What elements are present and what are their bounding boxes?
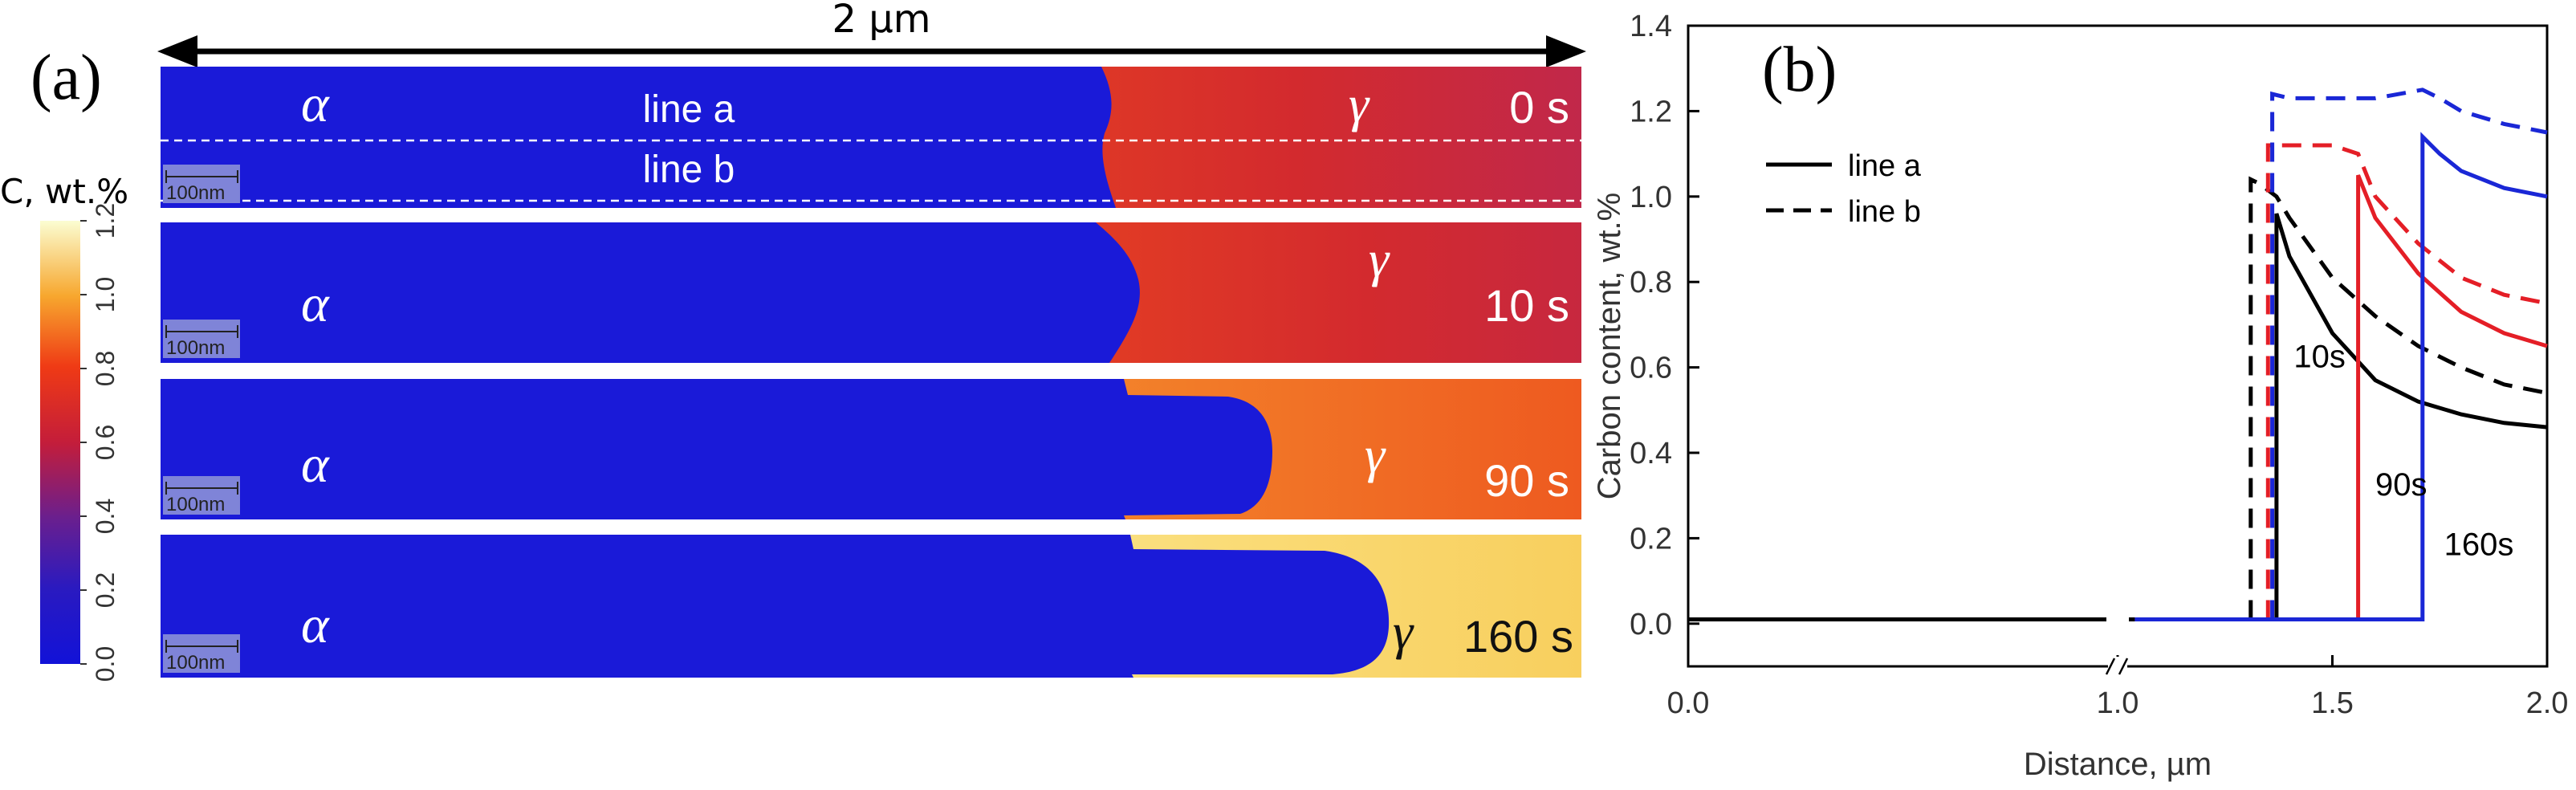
axis-break-marker bbox=[2105, 609, 2129, 676]
series-160s-line-b bbox=[2270, 88, 2548, 620]
x-tick-label: 1.5 bbox=[2311, 686, 2354, 720]
x-axis-label: Distance, µm bbox=[2024, 747, 2212, 782]
panel-b-chart: (b) 0.0 0.2 0.4 0.6 0.8 1.0 1.2 1.4 0.0 1.0 1.5 2.… bbox=[1592, 10, 2568, 782]
y-tick-label: 0.0 bbox=[1630, 608, 1672, 641]
panel-a: (a) 2 µm C, wt.% 0.0 0.2 0.4 0.6 0.8 1.0 1.2 l… bbox=[0, 0, 1586, 682]
x-tick-label: 0.0 bbox=[1667, 686, 1710, 720]
y-tick-label: 0.8 bbox=[1630, 266, 1672, 299]
time-label-0s: 0 s bbox=[1509, 82, 1569, 132]
x-tick-label: 1.0 bbox=[2097, 686, 2139, 720]
colorbar-tick-label: 0.2 bbox=[91, 572, 120, 608]
time-label-10s: 10 s bbox=[1484, 280, 1569, 331]
colorbar-tick-label: 1.2 bbox=[91, 203, 120, 238]
alpha-label: α bbox=[301, 275, 330, 333]
alpha-label: α bbox=[301, 596, 330, 654]
colorbar-tick-label: 0.4 bbox=[91, 499, 120, 534]
scalebar-100nm: 100nm bbox=[163, 165, 240, 204]
gamma-label: γ bbox=[1369, 230, 1390, 287]
colorbar-tick-label: 0.6 bbox=[91, 425, 120, 460]
time-label-160s: 160 s bbox=[1463, 611, 1573, 662]
series-90s-line-b bbox=[2265, 143, 2548, 620]
strip-0s: line a line b α γ 0 s 100nm bbox=[161, 67, 1581, 208]
svg-text:100nm: 100nm bbox=[166, 494, 225, 515]
gamma-label: γ bbox=[1349, 75, 1370, 132]
alpha-label: α bbox=[301, 435, 330, 494]
y-axis-label: Carbon content, wt.% bbox=[1592, 193, 1627, 499]
scalebar-100nm: 100nm bbox=[163, 634, 240, 674]
break-slash bbox=[2105, 658, 2116, 675]
alpha-label: α bbox=[301, 75, 330, 133]
y-tick-label: 0.2 bbox=[1630, 522, 1672, 556]
time-label-90s: 90 s bbox=[1484, 455, 1569, 506]
line-b-label: line b bbox=[643, 149, 735, 191]
colorbar-ticks: 0.0 0.2 0.4 0.6 0.8 1.0 1.2 bbox=[80, 203, 120, 682]
colorbar bbox=[40, 221, 80, 664]
colorbar-tick-label: 1.0 bbox=[91, 277, 120, 312]
x-axis-ticks: 0.0 1.0 1.5 2.0 bbox=[1667, 655, 2569, 720]
annotations: 10s 90s 160s bbox=[2293, 340, 2513, 563]
y-tick-label: 0.6 bbox=[1630, 352, 1672, 385]
y-tick-label: 0.4 bbox=[1630, 437, 1672, 470]
series-90s-line-a bbox=[2134, 174, 2548, 621]
annotation-10s: 10s bbox=[2293, 340, 2346, 375]
strip-160s: α γ 160 s 100nm bbox=[161, 535, 1581, 678]
y-tick-label: 1.2 bbox=[1630, 95, 1672, 128]
scalebar-100nm: 100nm bbox=[163, 320, 240, 359]
strip-10s: α γ 10 s 100nm bbox=[161, 222, 1581, 363]
break-gap bbox=[2106, 609, 2129, 629]
strip-90s: α γ 90 s 100nm bbox=[161, 379, 1581, 519]
colorbar-tick-label: 0.8 bbox=[91, 351, 120, 386]
gamma-label: γ bbox=[1393, 603, 1414, 660]
svg-text:100nm: 100nm bbox=[166, 337, 225, 359]
scalebar-100nm: 100nm bbox=[163, 476, 240, 515]
annotation-160s: 160s bbox=[2444, 527, 2514, 563]
length-scale-arrow bbox=[157, 35, 1586, 67]
annotation-90s: 90s bbox=[2375, 467, 2427, 503]
y-tick-label: 1.4 bbox=[1630, 10, 1672, 43]
series-10s-line-a bbox=[1688, 213, 2548, 621]
colorbar-tick-label: 0.0 bbox=[91, 646, 120, 682]
panel-a-label: (a) bbox=[31, 43, 102, 113]
x-tick-label: 2.0 bbox=[2526, 686, 2569, 720]
series-group bbox=[1688, 88, 2548, 621]
legend-entry-line-a: line a bbox=[1848, 149, 1922, 183]
legend-entry-line-b: line b bbox=[1848, 195, 1921, 229]
y-axis-ticks: 0.0 0.2 0.4 0.6 0.8 1.0 1.2 1.4 bbox=[1630, 10, 1699, 641]
colorbar-title: C, wt.% bbox=[0, 172, 128, 211]
svg-text:100nm: 100nm bbox=[166, 182, 225, 204]
line-a-label: line a bbox=[643, 88, 735, 131]
break-slash bbox=[2118, 658, 2129, 675]
legend: line a line b bbox=[1766, 149, 1922, 229]
gamma-label: γ bbox=[1365, 426, 1386, 483]
svg-text:100nm: 100nm bbox=[166, 652, 225, 674]
y-tick-label: 1.0 bbox=[1630, 181, 1672, 214]
series-10s-line-b bbox=[2248, 176, 2548, 620]
series-160s-line-a bbox=[2134, 132, 2548, 621]
panel-b-label: (b) bbox=[1762, 35, 1837, 105]
length-scale-label: 2 µm bbox=[832, 0, 930, 42]
